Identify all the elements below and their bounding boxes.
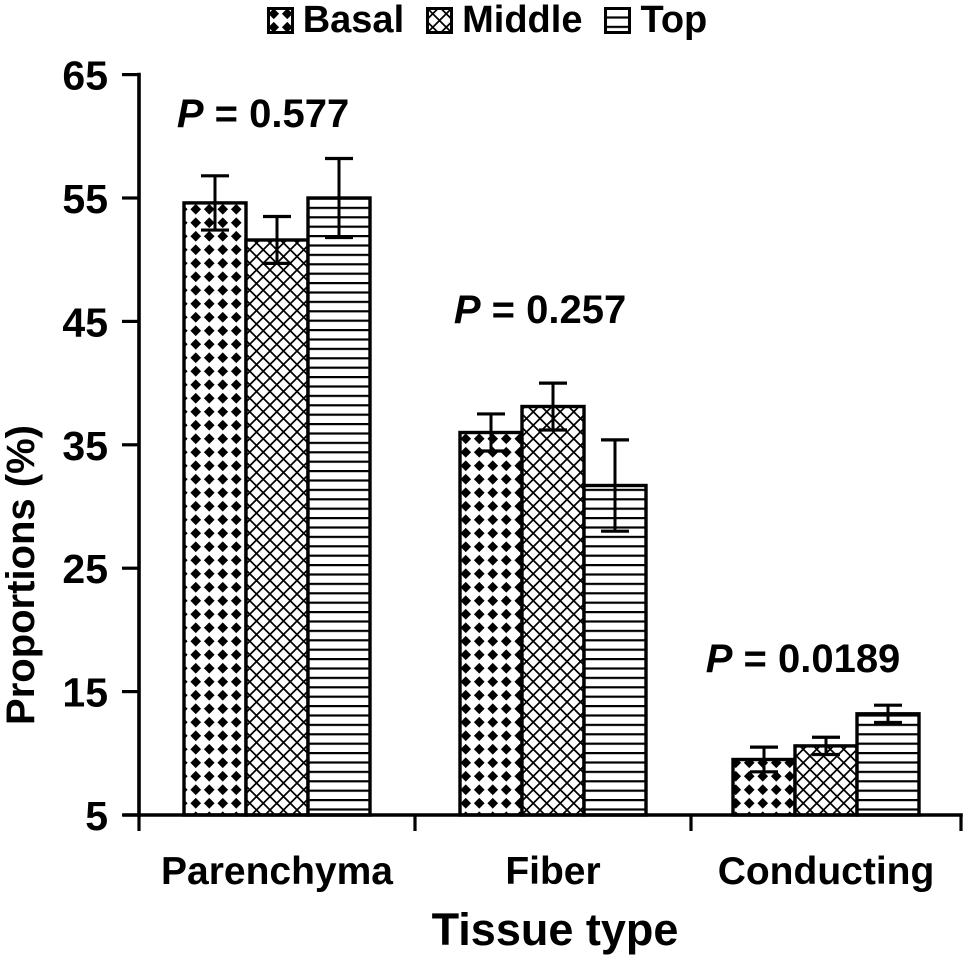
- bar-basal-parenchyma: [182, 201, 248, 817]
- legend-swatch-hlines-icon: [604, 6, 632, 34]
- y-tick-label: 5: [85, 793, 108, 839]
- axes-layer: [122, 72, 963, 831]
- legend-item-middle: Middle: [426, 1, 582, 39]
- legend-item-top: Top: [604, 1, 707, 39]
- error-bars-layer: [201, 156, 902, 774]
- bar-middle-parenchyma: [244, 238, 310, 817]
- x-category-label: Conducting: [718, 850, 935, 893]
- x-axis-title: Tissue type: [432, 904, 679, 955]
- labels-layer: 65 55 45 35 25 15 5 Parenchyma Fiber Conducting Ti…: [0, 53, 934, 955]
- error-bar-top-conducting: [874, 703, 902, 725]
- error-bar-basal-conducting: [750, 745, 778, 774]
- error-bar-basal-fiber: [477, 412, 505, 453]
- legend-item-basal: Basal: [266, 0, 405, 41]
- y-tick-label: 15: [62, 670, 108, 716]
- bar-middle-conducting: [793, 744, 859, 817]
- error-bar-middle-fiber: [539, 381, 567, 432]
- y-tick-label: 25: [62, 546, 108, 592]
- bar-top-conducting: [855, 712, 921, 817]
- bar-middle-fiber: [520, 404, 586, 817]
- legend-swatch-crosshatch-icon: [426, 6, 454, 34]
- legend-label-top: Top: [640, 0, 708, 41]
- error-bar-middle-conducting: [812, 735, 840, 757]
- legend-label-middle: Middle: [462, 0, 583, 41]
- error-bar-middle-parenchyma: [263, 214, 291, 266]
- y-tick-label: 45: [62, 299, 108, 345]
- bar-top-parenchyma: [306, 196, 372, 817]
- error-bar-top-fiber: [601, 438, 629, 533]
- x-category-label: Parenchyma: [161, 850, 393, 893]
- y-tick-label: 55: [62, 176, 108, 222]
- p-value-annotation: P = 0.257: [454, 288, 626, 332]
- legend-label-basal: Basal: [302, 0, 405, 41]
- error-bar-basal-parenchyma: [201, 174, 229, 232]
- bar-top-fiber: [582, 483, 648, 817]
- error-bar-top-parenchyma: [325, 156, 353, 240]
- p-value-annotation: P = 0.577: [177, 92, 349, 136]
- p-value-annotation: P = 0.0189: [706, 637, 901, 681]
- y-tick-label: 65: [62, 53, 108, 99]
- y-tick-label: 35: [62, 423, 108, 469]
- legend: Basal Middle Top: [0, 1, 974, 39]
- legend-swatch-diamond-icon: [266, 6, 294, 34]
- bar-basal-fiber: [458, 430, 524, 817]
- x-category-label: Fiber: [505, 850, 600, 893]
- y-axis-title: Proportions (%): [0, 425, 43, 725]
